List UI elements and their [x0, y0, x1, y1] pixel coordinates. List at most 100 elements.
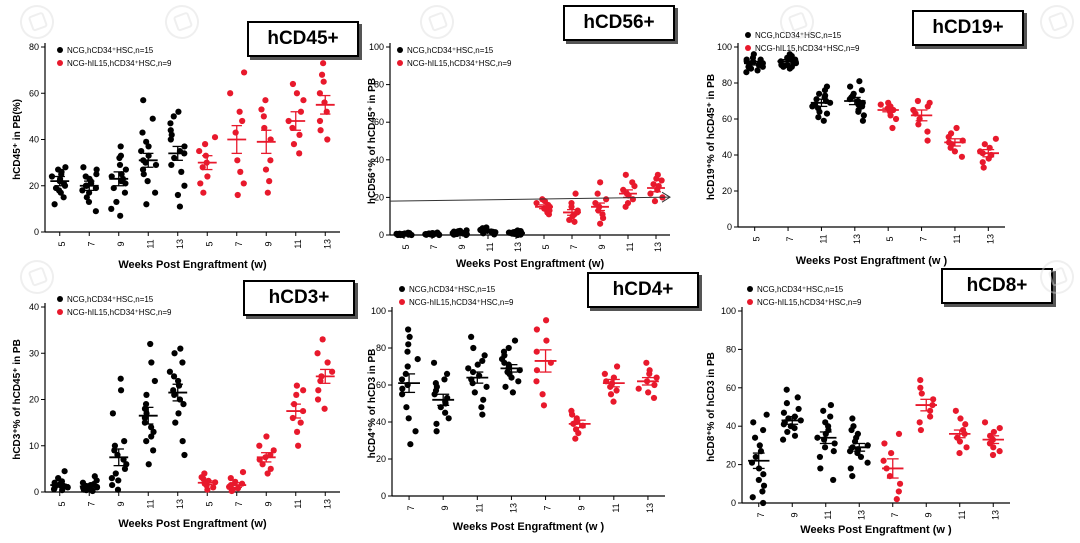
data-point: [321, 405, 328, 412]
data-point: [433, 428, 440, 435]
data-point: [511, 337, 519, 344]
x-tick-label: 13: [645, 503, 655, 513]
data-point: [963, 444, 970, 451]
data-point: [953, 124, 960, 132]
x-tick-label: 9: [116, 241, 126, 246]
data-point: [432, 380, 439, 387]
data-point: [500, 348, 508, 355]
x-tick-label: 7: [785, 236, 795, 241]
data-point: [178, 168, 185, 175]
x-tick-label: 5: [204, 241, 214, 246]
data-point: [320, 60, 327, 67]
data-point: [329, 368, 336, 375]
data-point: [820, 407, 827, 414]
data-point: [227, 475, 234, 482]
data-point: [262, 97, 269, 104]
data-point: [150, 447, 157, 454]
data-point: [479, 357, 486, 365]
x-tick-label: 7: [756, 512, 766, 517]
x-tick-label: 9: [577, 505, 587, 510]
data-point: [822, 92, 829, 99]
x-axis-label: Weeks Post Engraftment (w): [456, 258, 605, 270]
x-tick-label: 9: [263, 241, 273, 246]
data-point: [92, 208, 99, 215]
data-point: [877, 101, 884, 108]
x-tick-label: 11: [823, 510, 833, 519]
x-tick-label: 7: [543, 505, 553, 510]
data-point: [918, 390, 925, 397]
data-point: [651, 198, 659, 205]
data-point: [55, 475, 62, 482]
data-point: [143, 438, 150, 445]
data-point: [924, 128, 931, 135]
y-tick-label: 100: [371, 306, 386, 316]
x-axis-label: Weeks Post Engraftment (w ): [800, 524, 952, 536]
data-point: [607, 391, 615, 398]
data-point: [414, 356, 421, 363]
legend-label: NCG,hCD34⁺HSC,n=15: [67, 46, 154, 55]
data-point: [962, 421, 969, 428]
data-point: [610, 398, 617, 405]
chart-hcd4-title: hCD4+: [587, 272, 699, 308]
data-point: [465, 365, 472, 372]
x-tick-label: 13: [513, 242, 523, 252]
y-tick-label: 20: [29, 181, 39, 191]
legend-marker: [57, 60, 63, 66]
data-point: [885, 99, 892, 106]
y-tick-label: 80: [29, 42, 39, 52]
data-point: [168, 161, 175, 169]
data-point: [849, 415, 856, 422]
data-point: [794, 394, 801, 401]
data-point: [442, 409, 449, 416]
x-tick-label: 7: [86, 241, 96, 246]
x-tick-label: 11: [474, 503, 484, 512]
data-point: [896, 480, 904, 487]
chart-hcd4-svg: 0 20 40 60 80 100 7 9 11 13 7 9 11 13 hCD4⁺% of hCD3 i…: [367, 285, 665, 533]
data-point: [296, 150, 303, 157]
chart-hcd45: 0 20 40 60 80 5 7 9 11 13 5 7 9 11 13 hCD45⁺ in PB(%) We…: [0, 0, 360, 272]
data-point: [956, 449, 963, 457]
data-point: [750, 419, 757, 426]
data-point: [227, 90, 234, 97]
data-point: [52, 184, 60, 192]
legend-label: NCG-hIL15,hCD34⁺HSC,n=9: [755, 44, 860, 53]
y-tick-label: 0: [379, 230, 384, 240]
data-point: [240, 69, 248, 76]
x-tick-label: 11: [957, 510, 967, 519]
data-point: [979, 159, 986, 166]
data-point: [48, 173, 56, 180]
data-point: [113, 198, 120, 206]
data-point: [140, 97, 147, 104]
data-point: [300, 387, 307, 394]
x-tick-label: 11: [611, 503, 621, 512]
data-point: [258, 106, 265, 113]
x-tick-label: 9: [440, 505, 450, 510]
data-point: [463, 227, 470, 234]
y-tick-label: 60: [29, 88, 39, 98]
data-point: [958, 153, 966, 160]
data-point: [830, 448, 837, 455]
data-point: [116, 161, 124, 169]
data-point: [172, 419, 179, 426]
data-point: [261, 124, 268, 132]
y-axis-label: hCD45⁺ in PB(%): [12, 99, 23, 180]
data-point: [399, 385, 406, 392]
chart-hcd8-svg: 0 20 40 60 80 100 7 9 11 13 7 9 11 13 hCD8⁺% of hCD3 i…: [706, 285, 1010, 536]
data-point: [830, 476, 837, 484]
data-point: [827, 413, 834, 420]
data-point: [471, 389, 478, 396]
data-point: [763, 411, 770, 418]
data-point: [743, 56, 750, 63]
data-point: [166, 368, 173, 375]
data-point: [981, 141, 988, 148]
data-point: [179, 438, 186, 445]
x-tick-label: 11: [293, 499, 303, 508]
data-point: [755, 476, 762, 484]
data-point: [759, 488, 766, 495]
data-point: [992, 135, 999, 142]
data-point: [635, 385, 642, 392]
data-point: [171, 154, 178, 162]
data-point: [296, 131, 303, 138]
y-axis-label: hCD4⁺% of hCD3 in PB: [367, 349, 378, 459]
chart-hcd3-title: hCD3+: [243, 280, 355, 316]
